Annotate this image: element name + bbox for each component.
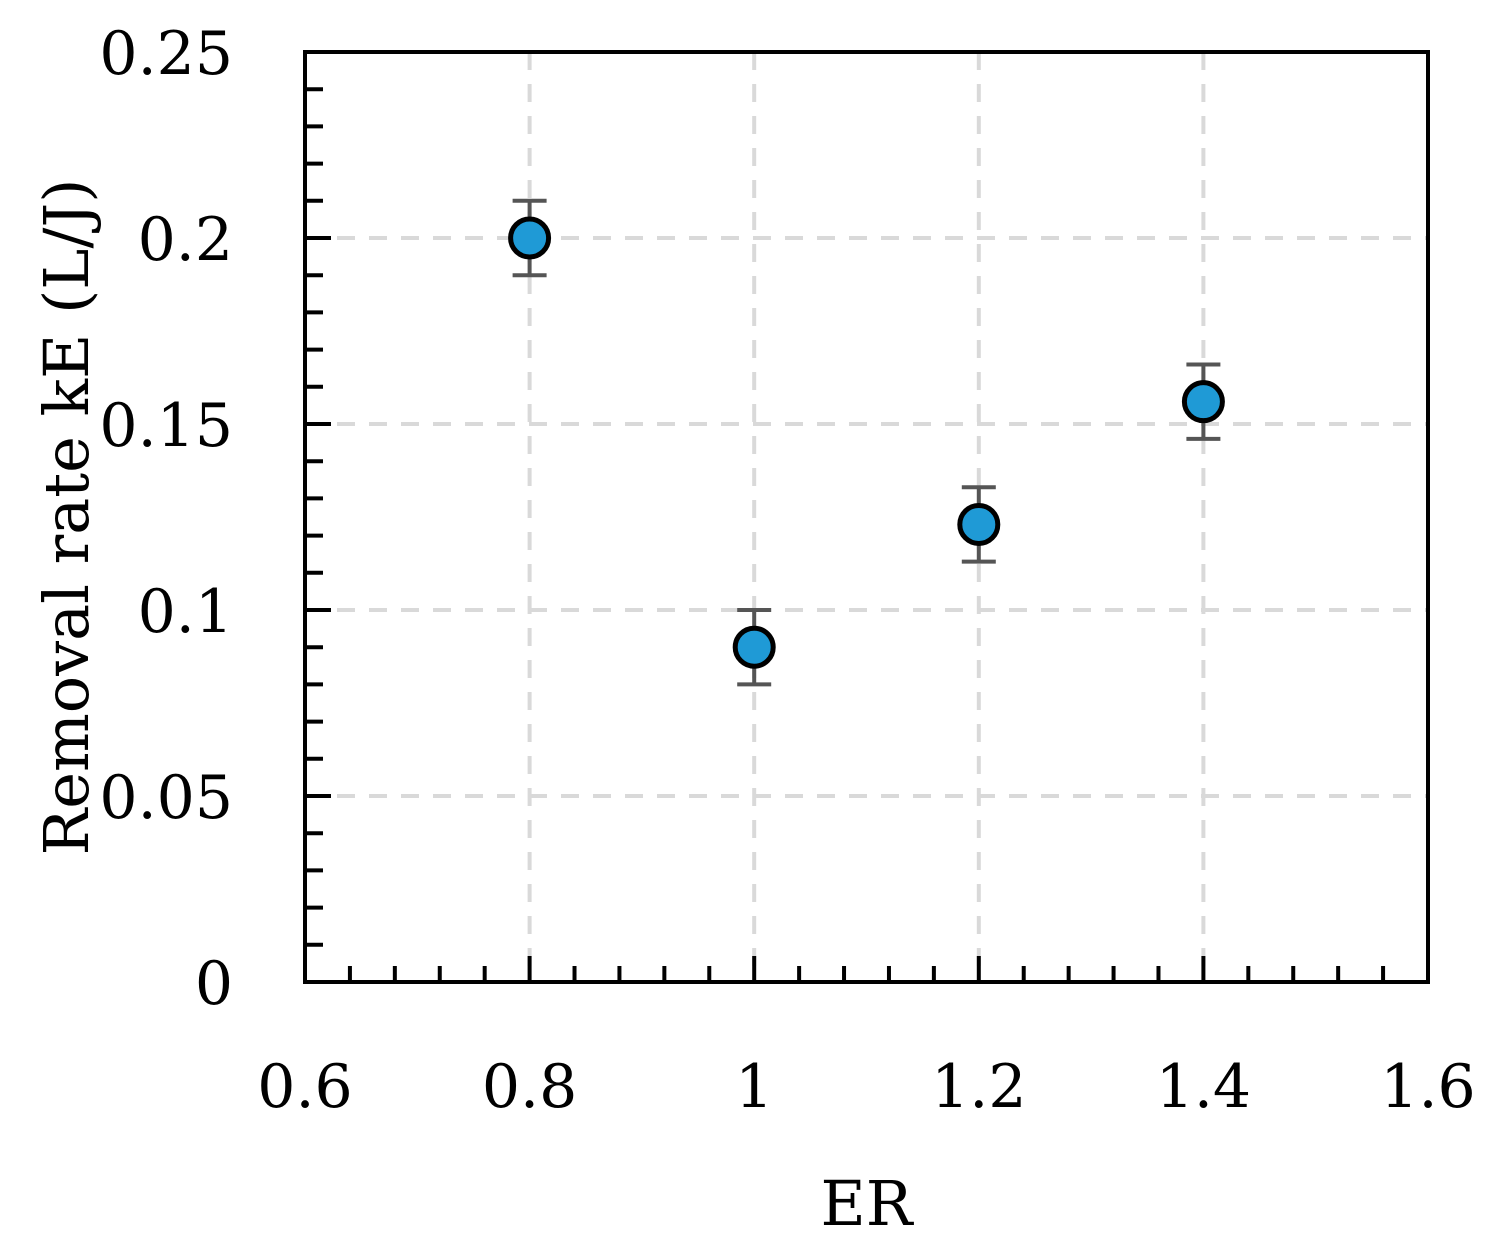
x-tick-label: 1.2 xyxy=(931,1052,1026,1122)
x-tick-label: 0.6 xyxy=(257,1052,352,1122)
y-tick-label: 0 xyxy=(195,949,233,1019)
x-tick-label: 1.6 xyxy=(1380,1052,1475,1122)
y-tick-label: 0.25 xyxy=(99,19,233,89)
y-tick-label: 0.05 xyxy=(99,763,233,833)
x-tick-label: 0.8 xyxy=(482,1052,577,1122)
data-point xyxy=(957,502,1001,546)
grid-lines xyxy=(305,52,1428,982)
data-point xyxy=(508,216,552,260)
y-tick-label: 0.1 xyxy=(138,577,233,647)
plot-frame xyxy=(303,50,1430,984)
y-axis-title: Removal rate kE (L/J) xyxy=(30,179,103,856)
data-point xyxy=(1181,380,1225,424)
y-tick-label: 0.2 xyxy=(138,205,233,275)
data-points xyxy=(508,216,1225,669)
x-tick-labels: 0.6 0.8 1 1.2 1.4 1.6 xyxy=(257,1052,1475,1122)
minor-ticks xyxy=(305,87,1386,982)
data-point xyxy=(732,625,776,669)
x-tick-label: 1.4 xyxy=(1156,1052,1251,1122)
x-tick-label: 1 xyxy=(735,1052,773,1122)
x-axis-title: ER xyxy=(821,1167,915,1240)
y-tick-labels: 0 0.05 0.1 0.15 0.2 0.25 xyxy=(99,19,233,1019)
y-tick-label: 0.15 xyxy=(99,391,233,461)
